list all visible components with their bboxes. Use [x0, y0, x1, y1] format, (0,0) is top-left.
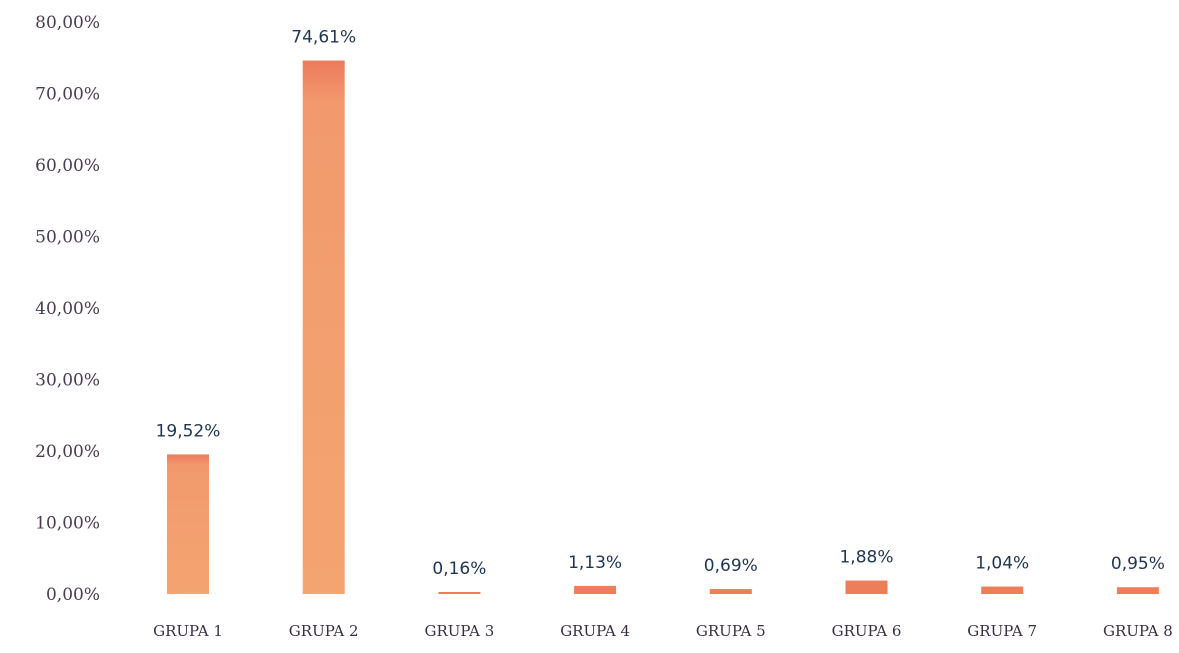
data-label-3: 0,16% [432, 559, 486, 579]
value-labels: 19,52% 74,61% 0,16% 1,13% 0,69% 1,88% 1,04% 0,9… [156, 28, 1165, 579]
data-label-2: 74,61% [291, 28, 356, 48]
x-tick-label: GRUPA 3 [425, 622, 495, 640]
bar-3 [438, 592, 481, 594]
x-axis: GRUPA 1 GRUPA 2 GRUPA 3 GRUPA 4 GRUPA 5 GRUPA… [153, 622, 1173, 640]
bar-2 [302, 60, 345, 594]
x-tick-label: GRUPA 6 [832, 622, 902, 640]
x-tick-label: GRUPA 2 [289, 622, 359, 640]
y-tick-label: 40,00% [35, 299, 100, 319]
bar-4 [574, 585, 617, 594]
y-tick-label: 80,00% [35, 13, 100, 33]
y-tick-label: 30,00% [35, 371, 100, 391]
bar-7 [981, 586, 1024, 594]
data-label-4: 1,13% [568, 553, 622, 573]
y-tick-label: 0,00% [46, 585, 100, 605]
x-tick-label: GRUPA 8 [1103, 622, 1173, 640]
y-tick-label: 70,00% [35, 85, 100, 105]
bars [167, 60, 1159, 594]
data-label-1: 19,52% [156, 421, 221, 441]
bar-1 [167, 454, 209, 594]
bar-8 [1116, 587, 1159, 594]
x-tick-label: GRUPA 7 [967, 622, 1037, 640]
data-label-5: 0,69% [704, 556, 758, 576]
x-tick-label: GRUPA 4 [560, 622, 630, 640]
data-label-6: 1,88% [839, 548, 893, 568]
y-tick-label: 10,00% [35, 514, 100, 534]
bar-5 [709, 589, 752, 594]
y-tick-label: 60,00% [35, 156, 100, 176]
data-label-8: 0,95% [1111, 554, 1165, 574]
y-axis: 0,00% 10,00% 20,00% 30,00% 40,00% 50,00% 60,00… [35, 13, 100, 605]
x-tick-label: GRUPA 5 [696, 622, 766, 640]
bar-6 [845, 580, 888, 594]
data-label-7: 1,04% [975, 554, 1029, 574]
x-tick-label: GRUPA 1 [153, 622, 223, 640]
y-tick-label: 20,00% [35, 442, 100, 462]
y-tick-label: 50,00% [35, 228, 100, 248]
